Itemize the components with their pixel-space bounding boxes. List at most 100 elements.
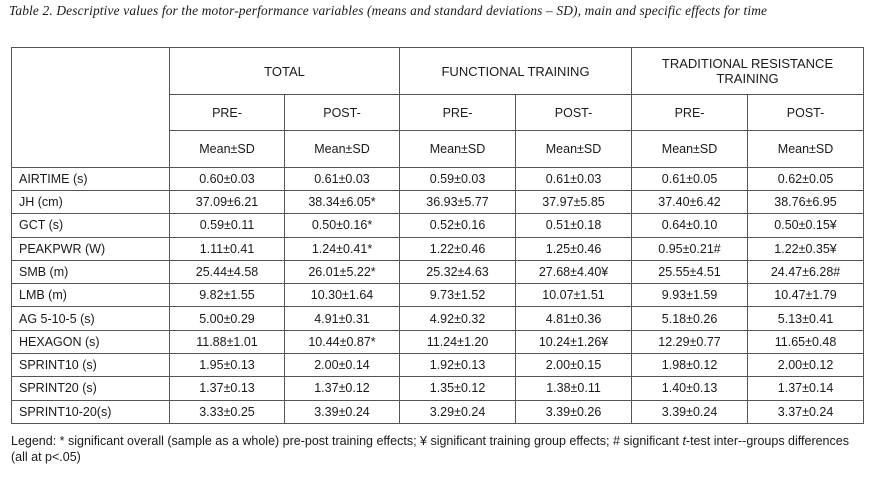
row-label: LMB (m) xyxy=(11,283,170,308)
value-cell: 25.32±4.63 xyxy=(399,259,517,285)
table-legend: Legend: * significant overall (sample as… xyxy=(11,433,869,465)
table-row: SPRINT20 (s) 1.37±0.13 1.37±0.12 1.35±0.12 1… xyxy=(11,376,865,401)
value-cell: 0.64±0.10 xyxy=(631,213,749,238)
value-cell: 10.07±1.51 xyxy=(515,283,633,308)
row-label: HEXAGON (s) xyxy=(11,329,170,355)
value-cell: 3.39±0.24 xyxy=(283,399,401,425)
group-header-traditional: TRADITIONAL RESISTANCE TRAINING xyxy=(631,47,865,95)
group-header-total: TOTAL xyxy=(168,47,401,95)
value-cell: 11.88±1.01 xyxy=(169,329,285,355)
value-cell: 0.95±0.21# xyxy=(631,236,749,261)
value-cell: 0.59±0.11 xyxy=(169,213,285,238)
value-cell: 0.51±0.18 xyxy=(515,213,633,238)
stat-header: Mean±SD xyxy=(169,130,285,168)
value-cell: 12.29±0.77 xyxy=(631,329,749,355)
value-cell: 11.24±1.20 xyxy=(399,329,517,355)
phase-header: POST- xyxy=(515,93,633,132)
value-cell: 38.34±6.05* xyxy=(283,189,401,215)
value-cell: 1.22±0.46 xyxy=(399,236,517,261)
value-cell: 1.35±0.12 xyxy=(399,376,517,401)
value-cell: 1.38±0.11 xyxy=(515,376,633,401)
value-cell: 3.39±0.24 xyxy=(631,399,749,425)
value-cell: 3.33±0.25 xyxy=(169,399,285,425)
group-header-row: TOTAL FUNCTIONAL TRAINING TRADITIONAL RE… xyxy=(11,47,865,168)
value-cell: 38.76±6.95 xyxy=(747,189,865,215)
value-cell: 11.65±0.48 xyxy=(747,329,865,355)
value-cell: 1.37±0.12 xyxy=(283,376,401,401)
row-label: AG 5-10-5 (s) xyxy=(11,306,170,331)
row-label: AIRTIME (s) xyxy=(11,166,170,191)
value-cell: 37.97±5.85 xyxy=(515,189,633,215)
descriptive-values-table: TOTAL FUNCTIONAL TRAINING TRADITIONAL RE… xyxy=(11,47,865,425)
table-row: SPRINT10 (s) 1.95±0.13 2.00±0.14 1.92±0.13 2… xyxy=(11,352,865,378)
value-cell: 37.09±6.21 xyxy=(169,189,285,215)
table-row: PEAKPWR (W) 1.11±0.41 1.24±0.41* 1.22±0.46 1… xyxy=(11,236,865,261)
row-label: SMB (m) xyxy=(11,259,170,285)
value-cell: 10.44±0.87* xyxy=(283,329,401,355)
value-cell: 0.61±0.03 xyxy=(283,166,401,191)
value-cell: 5.00±0.29 xyxy=(169,306,285,331)
value-cell: 9.82±1.55 xyxy=(169,283,285,308)
table-row: SPRINT10-20(s) 3.33±0.25 3.39±0.24 3.29±0.2… xyxy=(11,399,865,425)
value-cell: 1.98±0.12 xyxy=(631,352,749,378)
value-cell: 10.47±1.79 xyxy=(747,283,865,308)
stat-header: Mean±SD xyxy=(515,130,633,168)
value-cell: 2.00±0.14 xyxy=(283,352,401,378)
legend-text: Legend: * significant overall (sample as… xyxy=(11,434,683,448)
value-cell: 0.50±0.15¥ xyxy=(747,213,865,238)
value-cell: 27.68±4.40¥ xyxy=(515,259,633,285)
value-cell: 2.00±0.12 xyxy=(747,352,865,378)
table-caption: Table 2. Descriptive values for the moto… xyxy=(9,3,768,18)
row-label: JH (cm) xyxy=(11,189,170,215)
phase-header: POST- xyxy=(283,93,401,132)
value-cell: 0.61±0.03 xyxy=(515,166,633,191)
phase-header: POST- xyxy=(747,93,865,132)
value-cell: 0.62±0.05 xyxy=(747,166,865,191)
value-cell: 0.50±0.16* xyxy=(283,213,401,238)
table-row: LMB (m) 9.82±1.55 10.30±1.64 9.73±1.52 10.07… xyxy=(11,283,865,308)
value-cell: 4.81±0.36 xyxy=(515,306,633,331)
value-cell: 3.39±0.26 xyxy=(515,399,633,425)
value-cell: 0.52±0.16 xyxy=(399,213,517,238)
value-cell: 1.11±0.41 xyxy=(169,236,285,261)
value-cell: 1.24±0.41* xyxy=(283,236,401,261)
phase-header-row: PRE- POST- PRE- POST- PRE- POST- xyxy=(12,93,865,132)
value-cell: 5.13±0.41 xyxy=(747,306,865,331)
value-cell: 4.92±0.32 xyxy=(399,306,517,331)
value-cell: 36.93±5.77 xyxy=(399,189,517,215)
value-cell: 10.24±1.26¥ xyxy=(515,329,633,355)
table-row: GCT (s) 0.59±0.11 0.50±0.16* 0.52±0.16 0.51±… xyxy=(11,213,865,238)
value-cell: 3.37±0.24 xyxy=(747,399,865,425)
table-row: AG 5-10-5 (s) 5.00±0.29 4.91±0.31 4.92±0.32… xyxy=(11,306,865,331)
stat-header: Mean±SD xyxy=(283,130,401,168)
value-cell: 37.40±6.42 xyxy=(631,189,749,215)
value-cell: 9.73±1.52 xyxy=(399,283,517,308)
row-label: SPRINT10 (s) xyxy=(11,352,170,378)
table-row: JH (cm) 37.09±6.21 38.34±6.05* 36.93±5.77 37… xyxy=(11,189,865,215)
group-header-functional: FUNCTIONAL TRAINING xyxy=(399,47,633,95)
stat-header: Mean±SD xyxy=(399,130,517,168)
table-row: HEXAGON (s) 11.88±1.01 10.44±0.87* 11.24±1.… xyxy=(11,329,865,355)
legend-italic-t: t xyxy=(682,434,686,448)
value-cell: 0.59±0.03 xyxy=(399,166,517,191)
value-cell: 0.61±0.05 xyxy=(631,166,749,191)
table-row: SMB (m) 25.44±4.58 26.01±5.22* 25.32±4.63 27… xyxy=(11,259,865,285)
value-cell: 1.22±0.35¥ xyxy=(747,236,865,261)
row-label: PEAKPWR (W) xyxy=(11,236,170,261)
value-cell: 1.95±0.13 xyxy=(169,352,285,378)
phase-header: PRE- xyxy=(631,93,749,132)
row-label: SPRINT20 (s) xyxy=(11,376,170,401)
stat-header: Mean±SD xyxy=(631,130,749,168)
value-cell: 2.00±0.15 xyxy=(515,352,633,378)
empty-corner-cell xyxy=(11,47,170,168)
value-cell: 0.60±0.03 xyxy=(169,166,285,191)
value-cell: 25.55±4.51 xyxy=(631,259,749,285)
value-cell: 1.37±0.13 xyxy=(169,376,285,401)
phase-header: PRE- xyxy=(399,93,517,132)
table-body: AIRTIME (s) 0.60±0.03 0.61±0.03 0.59±0.03 0.… xyxy=(11,166,865,425)
value-cell: 9.93±1.59 xyxy=(631,283,749,308)
row-label: SPRINT10-20(s) xyxy=(11,399,170,425)
value-cell: 1.40±0.13 xyxy=(631,376,749,401)
value-cell: 24.47±6.28# xyxy=(747,259,865,285)
value-cell: 5.18±0.26 xyxy=(631,306,749,331)
